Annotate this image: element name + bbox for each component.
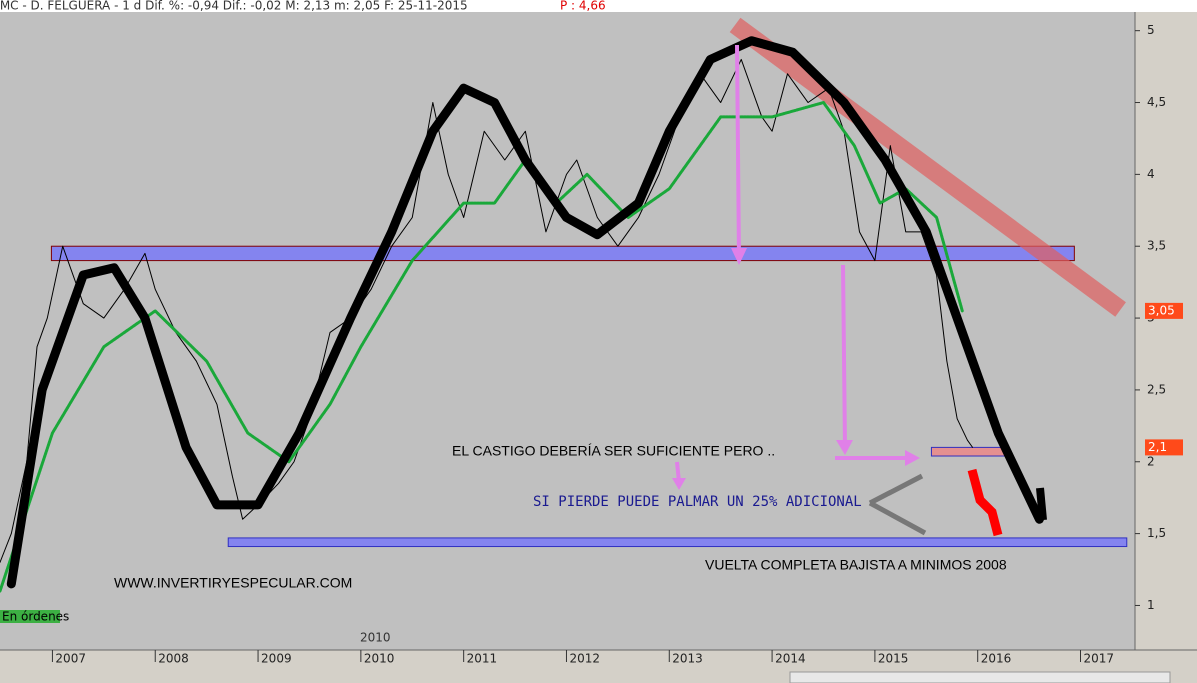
price-tag-label: 2,1 — [1148, 440, 1167, 454]
x-tick-label: 2017 — [1084, 652, 1115, 666]
y-tick-label: 5 — [1147, 23, 1155, 37]
x-tick-label: 2011 — [467, 652, 498, 666]
support-level — [50, 245, 1075, 262]
header-price: P : 4,66 — [560, 0, 606, 13]
x-tick-label: 2016 — [981, 652, 1012, 666]
y-tick-label: 3,5 — [1147, 239, 1166, 253]
series-line — [6, 36, 1044, 589]
arrow-head — [836, 440, 853, 455]
header: .MC - D. FELGUERA - 1 d Dif. %: -0,94 Di… — [0, 0, 468, 13]
arrow-head — [731, 248, 747, 265]
annotation: SI PIERDE PUEDE PALMAR UN 25% ADICIONAL — [533, 494, 862, 510]
y-tick-label: 4 — [1147, 167, 1155, 181]
x-tick-label: 2009 — [261, 652, 292, 666]
arrow-head — [672, 478, 686, 490]
annotation: VUELTA COMPLETA BAJISTA A MINIMOS 2008 — [705, 557, 1007, 573]
status: En órdenes — [2, 610, 69, 624]
support-level — [227, 537, 1128, 548]
x-tick-label: 2014 — [775, 652, 806, 666]
x-tick-label: 2013 — [672, 652, 703, 666]
y-tick-label: 2 — [1147, 454, 1155, 468]
y-tick-label: 4,5 — [1147, 95, 1166, 109]
price-tag-label: 3,05 — [1148, 303, 1175, 317]
status-box — [0, 610, 60, 623]
arrow-head — [1036, 487, 1047, 521]
trend-line — [729, 17, 1126, 317]
x-tick-label: 2012 — [569, 652, 600, 666]
annotation: WWW.INVERTIRYESPECULAR.COM — [114, 575, 352, 591]
y-tick-label: 1 — [1147, 598, 1155, 612]
header-bar — [0, 0, 1197, 12]
scrollbar[interactable] — [789, 671, 1171, 683]
arrow-head — [905, 450, 920, 466]
x-tick-label: 2010 — [364, 652, 395, 666]
support-level — [930, 446, 1010, 457]
x-tick-label: 2007 — [55, 652, 86, 666]
arrow — [735, 44, 741, 261]
price-tag — [1145, 302, 1183, 319]
red-arrow — [967, 468, 1003, 537]
x-tick-label: 2008 — [158, 652, 189, 666]
series-line — [0, 58, 974, 563]
arrow — [868, 473, 927, 536]
annotation: EL CASTIGO DEBERÍA SER SUFICIENTE PERO .… — [452, 443, 775, 459]
x-tick-label: 2015 — [878, 652, 909, 666]
y-tick-label: 1,5 — [1147, 526, 1166, 540]
price-tag — [1145, 439, 1183, 456]
y-tick-label: 2,5 — [1147, 382, 1166, 396]
annotation: 2010 — [360, 631, 391, 645]
arrow — [841, 264, 847, 449]
